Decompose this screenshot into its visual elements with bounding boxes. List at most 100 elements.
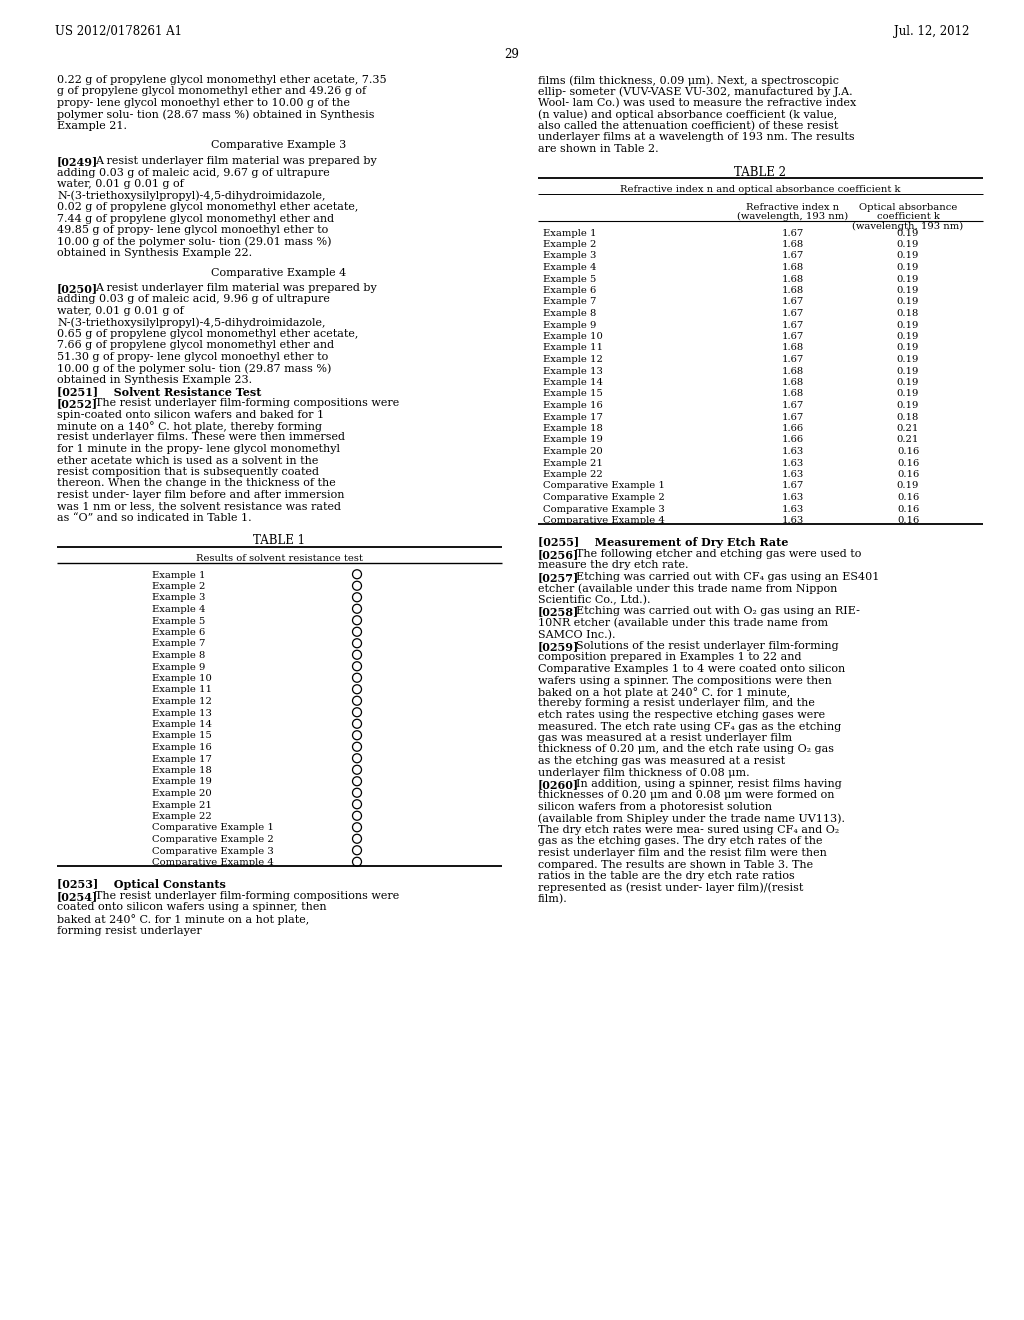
Text: compared. The results are shown in Table 3. The: compared. The results are shown in Table… <box>538 859 813 870</box>
Text: 1.67: 1.67 <box>782 333 804 341</box>
Text: underlayer film thickness of 0.08 μm.: underlayer film thickness of 0.08 μm. <box>538 767 750 777</box>
Text: 0.16: 0.16 <box>897 516 920 525</box>
Text: Example 7: Example 7 <box>152 639 206 648</box>
Text: measure the dry etch rate.: measure the dry etch rate. <box>538 561 688 570</box>
Text: Results of solvent resistance test: Results of solvent resistance test <box>196 554 362 564</box>
Text: represented as (resist under- layer film)/(resist: represented as (resist under- layer film… <box>538 883 804 894</box>
Text: Example 16: Example 16 <box>543 401 603 411</box>
Text: 0.18: 0.18 <box>897 309 920 318</box>
Text: 1.63: 1.63 <box>782 516 804 525</box>
Text: 0.19: 0.19 <box>897 343 920 352</box>
Text: Example 9: Example 9 <box>152 663 206 672</box>
Text: as “O” and so indicated in Table 1.: as “O” and so indicated in Table 1. <box>57 513 252 523</box>
Text: Comparative Example 4: Comparative Example 4 <box>543 516 665 525</box>
Text: Example 22: Example 22 <box>543 470 603 479</box>
Text: [0253]    Optical Constants: [0253] Optical Constants <box>57 879 226 891</box>
Text: was 1 nm or less, the solvent resistance was rated: was 1 nm or less, the solvent resistance… <box>57 502 341 511</box>
Text: 0.19: 0.19 <box>897 333 920 341</box>
Text: US 2012/0178261 A1: US 2012/0178261 A1 <box>55 25 182 38</box>
Text: gas as the etching gases. The dry etch rates of the: gas as the etching gases. The dry etch r… <box>538 837 822 846</box>
Text: Comparative Example 3: Comparative Example 3 <box>543 504 665 513</box>
Text: 1.68: 1.68 <box>782 378 804 387</box>
Text: 1.63: 1.63 <box>782 504 804 513</box>
Text: Refractive index n and optical absorbance coefficient k: Refractive index n and optical absorbanc… <box>620 185 900 194</box>
Text: 10.00 g of the polymer solu- tion (29.87 mass %): 10.00 g of the polymer solu- tion (29.87… <box>57 363 332 374</box>
Text: Optical absorbance: Optical absorbance <box>859 202 957 211</box>
Text: thickness of 0.20 μm, and the etch rate using O₂ gas: thickness of 0.20 μm, and the etch rate … <box>538 744 834 755</box>
Text: water, 0.01 g 0.01 g of: water, 0.01 g 0.01 g of <box>57 306 183 315</box>
Text: Jul. 12, 2012: Jul. 12, 2012 <box>894 25 969 38</box>
Text: ellip- someter (VUV-VASE VU-302, manufactured by J.A.: ellip- someter (VUV-VASE VU-302, manufac… <box>538 87 853 98</box>
Text: etch rates using the respective etching gases were: etch rates using the respective etching … <box>538 710 825 719</box>
Text: Example 13: Example 13 <box>152 709 212 718</box>
Text: (n value) and optical absorbance coefficient (k value,: (n value) and optical absorbance coeffic… <box>538 110 838 120</box>
Text: 1.63: 1.63 <box>782 492 804 502</box>
Text: Example 11: Example 11 <box>543 343 603 352</box>
Text: 0.19: 0.19 <box>897 355 920 364</box>
Text: propy- lene glycol monoethyl ether to 10.00 g of the: propy- lene glycol monoethyl ether to 10… <box>57 98 350 108</box>
Text: 1.67: 1.67 <box>782 228 804 238</box>
Text: baked on a hot plate at 240° C. for 1 minute,: baked on a hot plate at 240° C. for 1 mi… <box>538 686 791 698</box>
Text: Comparative Example 3: Comparative Example 3 <box>211 140 347 150</box>
Text: Example 19: Example 19 <box>152 777 212 787</box>
Text: Example 16: Example 16 <box>152 743 212 752</box>
Text: Example 7: Example 7 <box>543 297 596 306</box>
Text: obtained in Synthesis Example 23.: obtained in Synthesis Example 23. <box>57 375 252 385</box>
Text: 1.67: 1.67 <box>782 412 804 421</box>
Text: Example 21: Example 21 <box>543 458 603 467</box>
Text: silicon wafers from a photoresist solution: silicon wafers from a photoresist soluti… <box>538 803 772 812</box>
Text: spin-coated onto silicon wafers and baked for 1: spin-coated onto silicon wafers and bake… <box>57 409 325 420</box>
Text: 10NR etcher (available under this trade name from: 10NR etcher (available under this trade … <box>538 618 828 628</box>
Text: 7.66 g of propylene glycol monomethyl ether and: 7.66 g of propylene glycol monomethyl et… <box>57 341 334 351</box>
Text: Example 15: Example 15 <box>543 389 603 399</box>
Text: resist underlayer films. These were then immersed: resist underlayer films. These were then… <box>57 433 345 442</box>
Text: Example 20: Example 20 <box>152 789 212 799</box>
Text: forming resist underlayer: forming resist underlayer <box>57 925 202 936</box>
Text: Comparative Examples 1 to 4 were coated onto silicon: Comparative Examples 1 to 4 were coated … <box>538 664 845 675</box>
Text: [0257]: [0257] <box>538 572 580 583</box>
Text: 1.67: 1.67 <box>782 252 804 260</box>
Text: Example 18: Example 18 <box>543 424 603 433</box>
Text: 1.67: 1.67 <box>782 309 804 318</box>
Text: Example 6: Example 6 <box>543 286 596 294</box>
Text: Comparative Example 2: Comparative Example 2 <box>152 836 273 843</box>
Text: also called the attenuation coefficient) of these resist: also called the attenuation coefficient)… <box>538 121 839 131</box>
Text: resist underlayer film and the resist film were then: resist underlayer film and the resist fi… <box>538 847 826 858</box>
Text: adding 0.03 g of maleic acid, 9.67 g of ultrapure: adding 0.03 g of maleic acid, 9.67 g of … <box>57 168 330 177</box>
Text: 49.85 g of propy- lene glycol monoethyl ether to: 49.85 g of propy- lene glycol monoethyl … <box>57 224 329 235</box>
Text: 0.16: 0.16 <box>897 447 920 455</box>
Text: Example 1: Example 1 <box>543 228 597 238</box>
Text: (wavelength, 193 nm): (wavelength, 193 nm) <box>852 222 964 231</box>
Text: 1.68: 1.68 <box>782 343 804 352</box>
Text: ether acetate which is used as a solvent in the: ether acetate which is used as a solvent… <box>57 455 318 466</box>
Text: ratios in the table are the dry etch rate ratios: ratios in the table are the dry etch rat… <box>538 871 795 880</box>
Text: [0250]: [0250] <box>57 282 98 294</box>
Text: 1.68: 1.68 <box>782 286 804 294</box>
Text: 1.63: 1.63 <box>782 458 804 467</box>
Text: Example 17: Example 17 <box>543 412 603 421</box>
Text: Example 11: Example 11 <box>152 685 212 694</box>
Text: Comparative Example 4: Comparative Example 4 <box>211 268 347 277</box>
Text: for 1 minute in the propy- lene glycol monomethyl: for 1 minute in the propy- lene glycol m… <box>57 444 340 454</box>
Text: 0.19: 0.19 <box>897 389 920 399</box>
Text: coefficient k: coefficient k <box>877 213 939 220</box>
Text: Example 14: Example 14 <box>543 378 603 387</box>
Text: Comparative Example 3: Comparative Example 3 <box>152 846 273 855</box>
Text: Example 4: Example 4 <box>543 263 597 272</box>
Text: Example 1: Example 1 <box>152 570 206 579</box>
Text: 0.19: 0.19 <box>897 240 920 249</box>
Text: 1.67: 1.67 <box>782 401 804 411</box>
Text: 7.44 g of propylene glycol monomethyl ether and: 7.44 g of propylene glycol monomethyl et… <box>57 214 334 223</box>
Text: resist composition that is subsequently coated: resist composition that is subsequently … <box>57 467 319 477</box>
Text: Comparative Example 4: Comparative Example 4 <box>152 858 273 867</box>
Text: wafers using a spinner. The compositions were then: wafers using a spinner. The compositions… <box>538 676 831 685</box>
Text: thereby forming a resist underlayer film, and the: thereby forming a resist underlayer film… <box>538 698 815 709</box>
Text: 0.19: 0.19 <box>897 228 920 238</box>
Text: A resist underlayer film material was prepared by: A resist underlayer film material was pr… <box>95 156 377 166</box>
Text: 1.66: 1.66 <box>782 424 804 433</box>
Text: 0.21: 0.21 <box>897 436 920 445</box>
Text: 1.63: 1.63 <box>782 447 804 455</box>
Text: Refractive index n: Refractive index n <box>746 202 840 211</box>
Text: Example 20: Example 20 <box>543 447 603 455</box>
Text: 0.19: 0.19 <box>897 482 920 491</box>
